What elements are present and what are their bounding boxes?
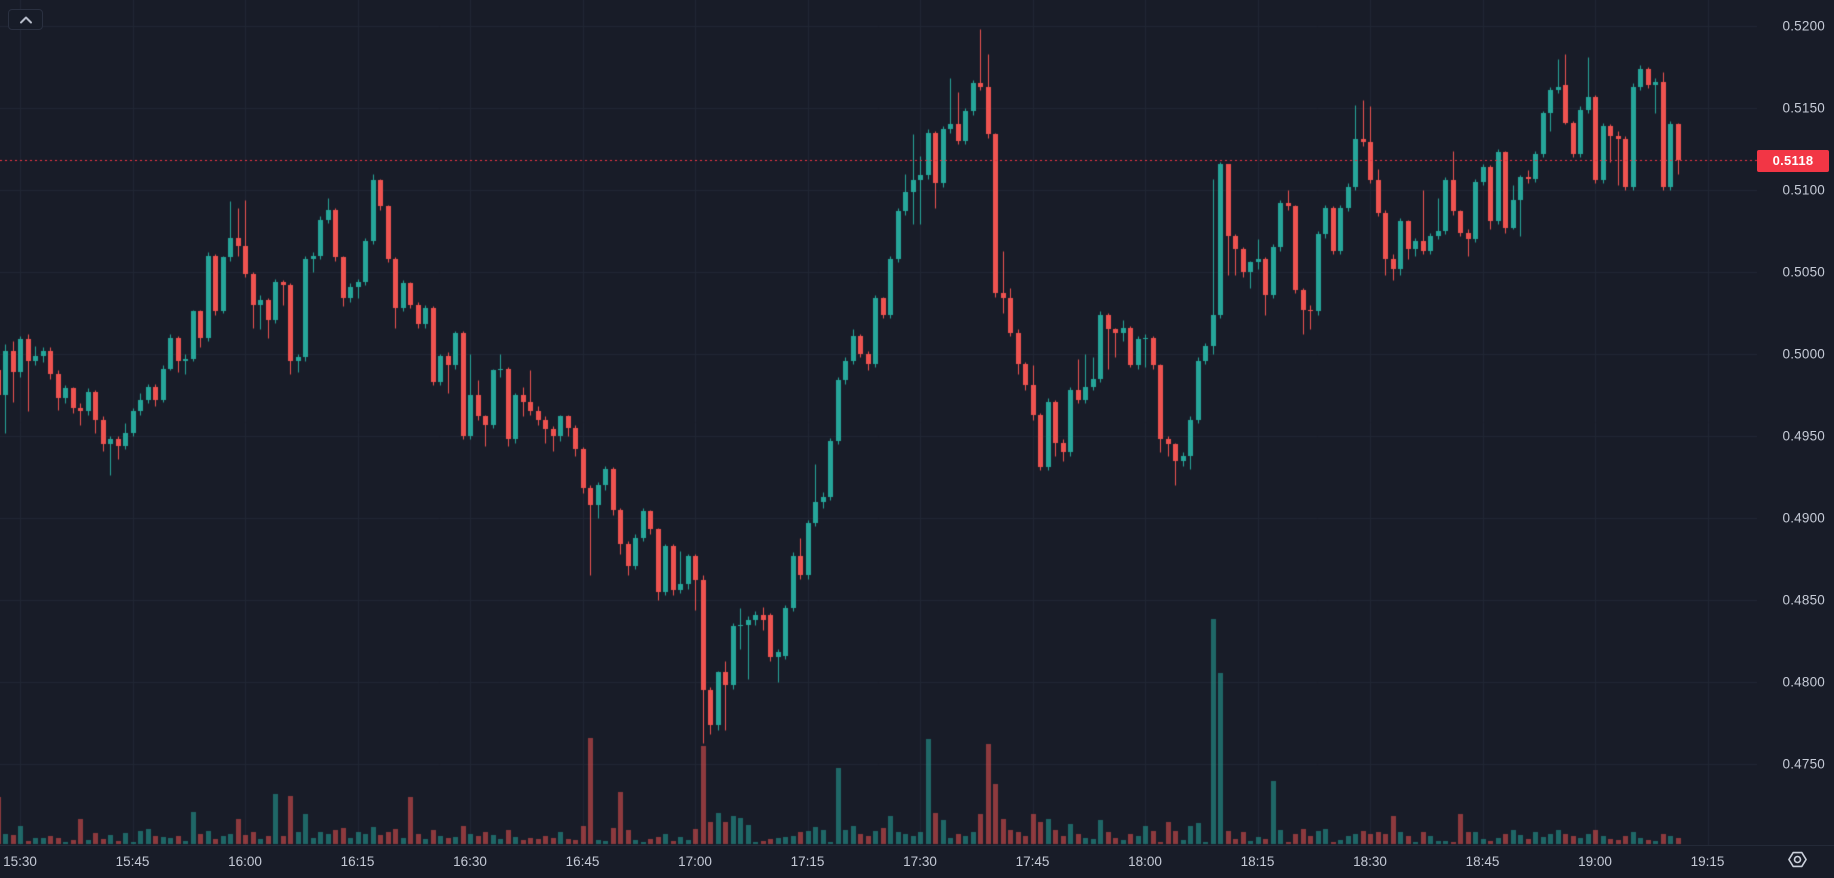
price-tick-label: 0.5200 bbox=[1782, 18, 1825, 34]
last-price-value: 0.5118 bbox=[1772, 153, 1814, 168]
time-tick-label: 17:15 bbox=[790, 854, 825, 869]
price-tick-label: 0.4850 bbox=[1782, 592, 1825, 608]
price-tick-label: 0.5000 bbox=[1782, 346, 1825, 362]
price-tick-label: 0.4900 bbox=[1782, 510, 1825, 526]
time-axis-settings-button[interactable] bbox=[1786, 851, 1808, 873]
price-tick-label: 0.4750 bbox=[1782, 756, 1825, 772]
time-tick-label: 18:15 bbox=[1240, 854, 1275, 869]
price-tick-label: 0.5050 bbox=[1782, 264, 1825, 280]
time-tick-label: 18:45 bbox=[1465, 854, 1500, 869]
time-tick-label: 15:30 bbox=[3, 854, 37, 869]
chevron-up-icon bbox=[19, 16, 33, 24]
price-tick-label: 0.5100 bbox=[1782, 182, 1825, 198]
time-tick-label: 16:15 bbox=[340, 854, 375, 869]
time-tick-label: 16:45 bbox=[565, 854, 600, 869]
price-tick-label: 0.4950 bbox=[1782, 428, 1825, 444]
price-axis[interactable]: 0.5200 0.5150 0.5100 0.5050 0.5000 0.4950 0.49… bbox=[1757, 0, 1834, 845]
time-tick-label: 15:45 bbox=[115, 854, 150, 869]
time-tick-label: 18:00 bbox=[1128, 854, 1162, 869]
time-tick-label: 18:30 bbox=[1353, 854, 1387, 869]
time-axis-separator bbox=[0, 845, 1834, 846]
time-axis[interactable]: 15:30 15:45 16:00 16:15 16:30 16:45 17:00 17:15… bbox=[0, 845, 1834, 878]
price-tick-label: 0.5150 bbox=[1782, 100, 1825, 116]
time-tick-label: 16:00 bbox=[228, 854, 262, 869]
time-tick-label: 17:00 bbox=[678, 854, 712, 869]
collapse-panel-button[interactable] bbox=[8, 9, 43, 30]
last-price-badge: 0.5118 bbox=[1757, 149, 1829, 172]
time-tick-label: 17:45 bbox=[1015, 854, 1050, 869]
time-tick-label: 17:30 bbox=[903, 854, 937, 869]
price-tick-label: 0.4800 bbox=[1782, 674, 1825, 690]
gear-icon bbox=[1787, 849, 1808, 875]
time-tick-label: 19:15 bbox=[1690, 854, 1725, 869]
time-tick-label: 19:00 bbox=[1578, 854, 1612, 869]
time-tick-label: 16:30 bbox=[453, 854, 487, 869]
